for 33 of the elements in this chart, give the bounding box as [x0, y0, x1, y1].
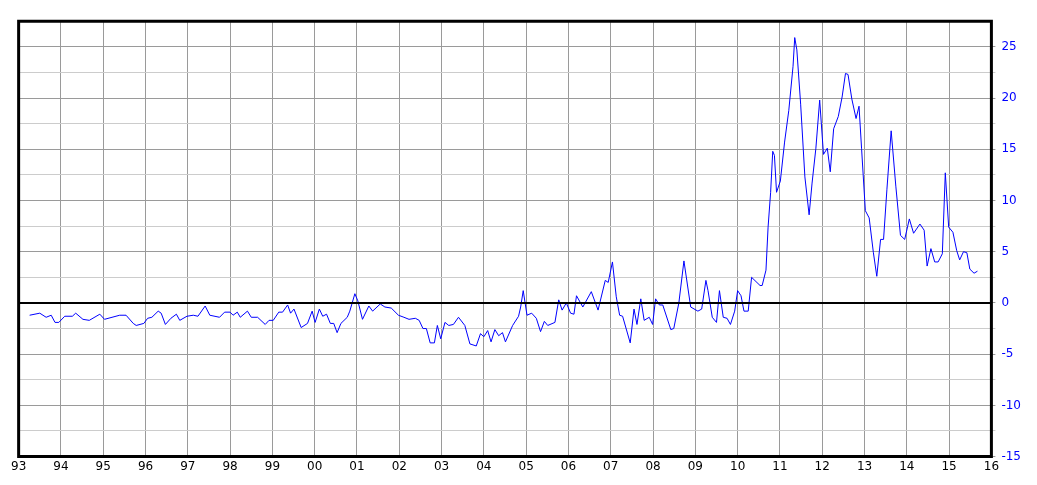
x-tick-label: 94	[53, 458, 69, 473]
x-tick-label: 01	[349, 458, 365, 473]
x-tick-label: 97	[180, 458, 196, 473]
x-tick-label: 16	[983, 458, 1000, 473]
x-tick-label: 04	[476, 458, 492, 473]
y-tick-label: 15	[1001, 141, 1017, 156]
x-tick-label: 00	[307, 458, 323, 473]
x-tick-label: 11	[772, 458, 788, 473]
x-tick-label: 05	[518, 458, 534, 473]
x-tick-label: 03	[433, 458, 450, 473]
x-tick-label: 99	[264, 458, 281, 473]
x-tick-label: 07	[603, 458, 619, 473]
x-tick-label: 10	[729, 458, 746, 473]
x-tick-label: 13	[856, 458, 873, 473]
x-tick-label: 93	[10, 458, 27, 473]
x-tick-label: 98	[222, 458, 238, 473]
x-tick-label: 95	[95, 458, 111, 473]
x-tick-label: 08	[645, 458, 661, 473]
y-tick-label: 10	[1001, 192, 1017, 207]
x-tick-label: 09	[687, 458, 703, 473]
x-tick-label: 96	[137, 458, 154, 473]
y-tick-label: -10	[1001, 397, 1022, 412]
x-tick-label: 12	[814, 458, 830, 473]
x-tick-label: 14	[899, 458, 915, 473]
y-tick-label: 20	[1001, 90, 1017, 105]
y-tick-label: 25	[1001, 38, 1017, 53]
x-tick-label: 15	[941, 458, 957, 473]
y-tick-label: 0	[1001, 295, 1010, 310]
x-tick-label: 02	[391, 458, 407, 473]
x-tick-label: 06	[560, 458, 577, 473]
y-tick-label: -5	[1001, 346, 1014, 361]
y-tick-label: 5	[1001, 243, 1010, 258]
y-tick-label: -15	[1001, 448, 1022, 463]
